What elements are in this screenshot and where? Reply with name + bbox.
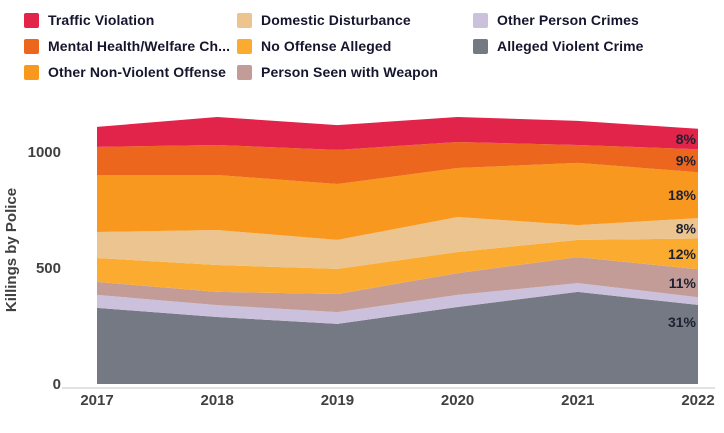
legend-column-1: Traffic Violation Mental Health/Welfare C… <box>24 12 230 80</box>
area-band-other-non-violent-offense <box>97 162 698 240</box>
y-axis-tick-0: 0 <box>53 376 61 393</box>
pct-label-traffic-violation: 8% <box>676 131 697 147</box>
x-axis-label-2020: 2020 <box>441 392 474 409</box>
legend-item-other-non-violent-offense: Other Non-Violent Offense <box>24 64 230 80</box>
legend-item-label: Other Non-Violent Offense <box>48 64 227 80</box>
pct-label-other-non-violent-offense: 18% <box>668 187 697 203</box>
y-axis-tick-1000: 1000 <box>28 144 61 161</box>
legend-item-traffic-violation: Traffic Violation <box>24 12 230 28</box>
y-axis-title: Killings by Police <box>3 188 20 312</box>
legend-item-label: Traffic Violation <box>48 12 155 28</box>
legend-swatch-icon <box>24 12 39 28</box>
area-band-no-offense-alleged <box>97 238 698 294</box>
legend-item-label: Other Person Crimes <box>497 12 639 28</box>
legend-column-3: Other Person Crimes Alleged Violent Crime <box>473 12 644 54</box>
legend-item-mental-health-welfare-ch: Mental Health/Welfare Ch... <box>24 38 230 54</box>
pct-label-no-offense-alleged: 12% <box>668 246 697 262</box>
legend-swatch-icon <box>237 38 252 54</box>
pct-label-alleged-violent-crime: 31% <box>668 314 697 330</box>
legend-item-domestic-disturbance: Domestic Disturbance <box>237 12 438 28</box>
pct-label-mental-health-welfare-ch: 9% <box>676 153 697 169</box>
area-band-person-seen-with-weapon <box>97 257 698 313</box>
area-band-alleged-violent-crime <box>97 291 698 384</box>
legend-swatch-icon <box>237 64 252 80</box>
x-axis-label-2019: 2019 <box>321 392 354 409</box>
area-band-mental-health-welfare-ch <box>97 142 698 184</box>
x-axis-label-2017: 2017 <box>80 392 113 409</box>
area-band-domestic-disturbance <box>97 217 698 269</box>
area-band-traffic-violation <box>97 117 698 150</box>
legend-item-person-seen-with-weapon: Person Seen with Weapon <box>237 64 438 80</box>
x-axis-label-2018: 2018 <box>201 392 234 409</box>
legend-swatch-icon <box>473 38 488 54</box>
legend-item-label: Domestic Disturbance <box>261 12 411 28</box>
legend-swatch-icon <box>473 12 488 28</box>
legend-item-label: Person Seen with Weapon <box>261 64 439 80</box>
legend-item-no-offense-alleged: No Offense Alleged <box>237 38 438 54</box>
pct-label-domestic-disturbance: 8% <box>676 220 697 236</box>
x-axis-label-2021: 2021 <box>561 392 594 409</box>
legend-item-alleged-violent-crime: Alleged Violent Crime <box>473 38 644 54</box>
legend-item-label: No Offense Alleged <box>261 38 392 54</box>
legend-item-label: Mental Health/Welfare Ch... <box>48 38 231 54</box>
x-axis-label-2022: 2022 <box>681 392 714 409</box>
legend-swatch-icon <box>24 64 39 80</box>
pct-label-person-seen-with-weapon: 11% <box>669 275 697 291</box>
legend-item-label: Alleged Violent Crime <box>497 38 644 54</box>
legend-swatch-icon <box>237 12 252 28</box>
legend-swatch-icon <box>24 38 39 54</box>
legend-item-other-person-crimes: Other Person Crimes <box>473 12 644 28</box>
legend-column-2: Domestic Disturbance No Offense Alleged Pe… <box>237 12 438 80</box>
legend: Traffic Violation Mental Health/Welfare C… <box>0 12 724 104</box>
y-axis-tick-500: 500 <box>36 260 61 277</box>
